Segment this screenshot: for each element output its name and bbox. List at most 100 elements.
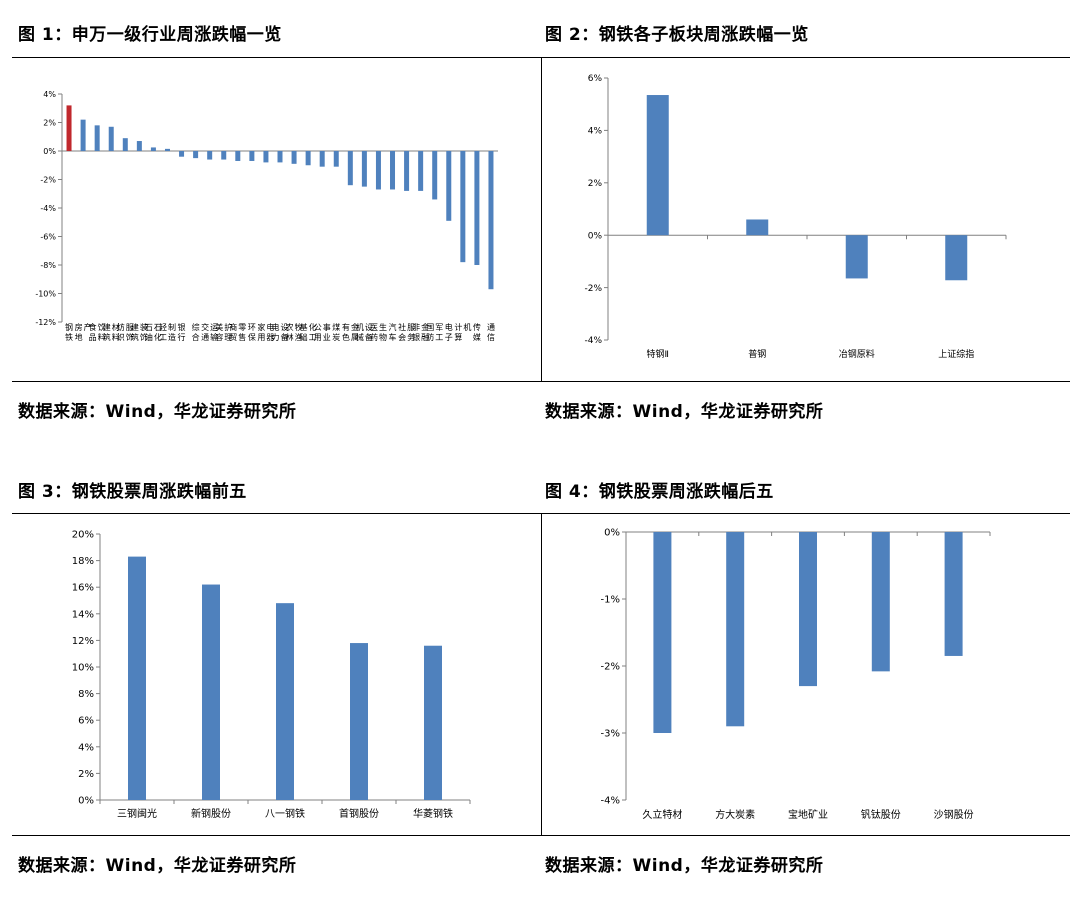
bar <box>726 532 745 727</box>
x-tick-label: 计算机 <box>454 322 471 342</box>
bar <box>845 235 868 279</box>
bar <box>136 141 142 151</box>
y-tick-label: 10% <box>72 663 94 674</box>
chart-steel-top5: 20% 18% 16% 14% 12% 10% 8% 6% 4% 2% 0% 三钢闽光 新钢股份 八一钢铁… <box>72 530 471 820</box>
x-tick-label: 综合 <box>192 322 200 342</box>
y-tick-label: 6% <box>78 716 94 727</box>
x-tick-label: 汽车 <box>389 322 397 342</box>
y-tick-label: 2% <box>43 118 56 127</box>
x-tick-label: 通信 <box>487 322 495 342</box>
bar <box>333 151 339 167</box>
bar <box>263 151 269 163</box>
y-tick-label: -3% <box>601 729 620 740</box>
x-tick-label: 冶钢原料 <box>839 348 875 360</box>
bar <box>319 151 325 167</box>
figure-1-source: 数据来源：Wind，华龙证券研究所 <box>18 402 297 422</box>
y-tick-label: -6% <box>40 232 56 241</box>
bar <box>128 556 146 800</box>
bar <box>277 151 283 163</box>
y-tick-label: 2% <box>588 179 603 189</box>
x-tick-label: 久立特材 <box>642 808 682 821</box>
x-tick-label: 传媒 <box>473 322 481 342</box>
bar <box>221 151 227 160</box>
bar <box>164 148 170 151</box>
bar <box>249 151 255 161</box>
y-tick-label: -12% <box>35 318 56 327</box>
bar <box>179 151 185 157</box>
x-tick-label: 基础化工 <box>300 322 317 342</box>
x-tick-label: 轻工制造 <box>159 322 176 342</box>
bar <box>276 603 294 800</box>
x-tick-label: 医药生物 <box>370 322 387 342</box>
x-tick-label: 机械设备 <box>356 322 373 342</box>
y-tick-label: 4% <box>78 742 94 753</box>
bar <box>375 151 381 190</box>
x-tick-label: 建筑装饰 <box>131 322 148 342</box>
x-tick-label: 华菱钢铁 <box>413 807 453 820</box>
x-tick-label: 沙钢股份 <box>934 808 974 821</box>
x-tick-label: 纺织服饰 <box>117 322 134 342</box>
bar <box>94 125 100 151</box>
x-tick-label: 商贸零售 <box>229 322 246 342</box>
y-tick-label: 0% <box>43 147 56 156</box>
y-tick-label: 18% <box>72 556 94 567</box>
x-tick-label: 公用事业 <box>314 322 331 342</box>
bar <box>108 126 114 151</box>
y-tick-label: -1% <box>601 595 620 606</box>
y-tick-label: -2% <box>601 662 620 673</box>
x-tick-label: 房地产 <box>75 322 92 342</box>
chart-industry-weekly-change: 4% 2% 0% -2% -4% -6% -8% -10% -12% 钢铁房地产食品饮料建筑材料纺… <box>35 90 498 342</box>
y-tick-label: 16% <box>72 583 94 594</box>
y-tick-label: -2% <box>40 175 56 184</box>
y-tick-label: 2% <box>78 769 94 780</box>
figure-2-source: 数据来源：Wind，华龙证券研究所 <box>545 402 824 422</box>
figure-3-source: 数据来源：Wind，华龙证券研究所 <box>18 856 297 876</box>
x-tick-label: 宝地矿业 <box>788 808 828 821</box>
bar <box>66 105 72 151</box>
x-tick-label: 非银金融 <box>412 322 429 342</box>
y-tick-label: -4% <box>40 204 56 213</box>
bar <box>235 151 241 161</box>
x-tick-label: 美容护理 <box>215 322 232 342</box>
bar <box>202 584 220 800</box>
chart-steel-bottom5: 0% -1% -2% -3% -4% 久立特材 方大炭素 宝地矿业 钒钛股份 沙钢股份 <box>601 528 991 821</box>
bar <box>460 151 466 263</box>
x-tick-label: 有色金属 <box>342 322 359 342</box>
divider-lower <box>541 513 542 835</box>
y-tick-label: -10% <box>35 289 56 298</box>
bar <box>432 151 438 200</box>
x-tick-label: 普钢 <box>748 348 766 360</box>
bar <box>871 532 890 672</box>
x-tick-label: 特钢Ⅱ <box>647 348 669 360</box>
x-tick-label: 八一钢铁 <box>265 807 305 820</box>
bar <box>291 151 297 164</box>
figure-1-title: 图 1：申万一级行业周涨跌幅一览 <box>18 25 282 45</box>
bar <box>361 151 367 187</box>
divider-upper <box>541 57 542 381</box>
x-tick-label: 交通运输 <box>201 322 218 342</box>
bar <box>446 151 452 221</box>
y-tick-label: 14% <box>72 609 94 620</box>
y-tick-label: 0% <box>604 528 620 539</box>
bar <box>404 151 410 191</box>
figure-4-source: 数据来源：Wind，华龙证券研究所 <box>545 856 824 876</box>
x-tick-label: 建筑材料 <box>103 322 120 342</box>
x-tick-label: 钢铁 <box>65 322 73 342</box>
x-tick-label: 新钢股份 <box>191 807 231 820</box>
bar <box>945 235 968 281</box>
bar <box>122 138 128 151</box>
x-tick-label: 农林牧渔 <box>286 322 303 342</box>
x-tick-label: 石油石化 <box>145 323 162 342</box>
bar <box>424 645 442 800</box>
x-tick-label: 方大炭素 <box>715 808 755 821</box>
bar <box>350 643 368 800</box>
figure-3-title: 图 3：钢铁股票周涨跌幅前五 <box>18 482 247 502</box>
y-tick-label: 12% <box>72 636 94 647</box>
chart-steel-subsector-change: 6% 4% 2% 0% -2% -4% 特钢Ⅱ 普钢 冶钢原料 上证综指 <box>584 74 1007 360</box>
x-tick-label: 家用电器 <box>257 322 274 342</box>
x-tick-label: 食品饮料 <box>89 322 106 342</box>
figure-4-title: 图 4：钢铁股票周涨跌幅后五 <box>545 482 774 502</box>
x-tick-label: 上证综指 <box>938 348 974 360</box>
bar <box>150 147 156 151</box>
bar <box>488 151 494 290</box>
